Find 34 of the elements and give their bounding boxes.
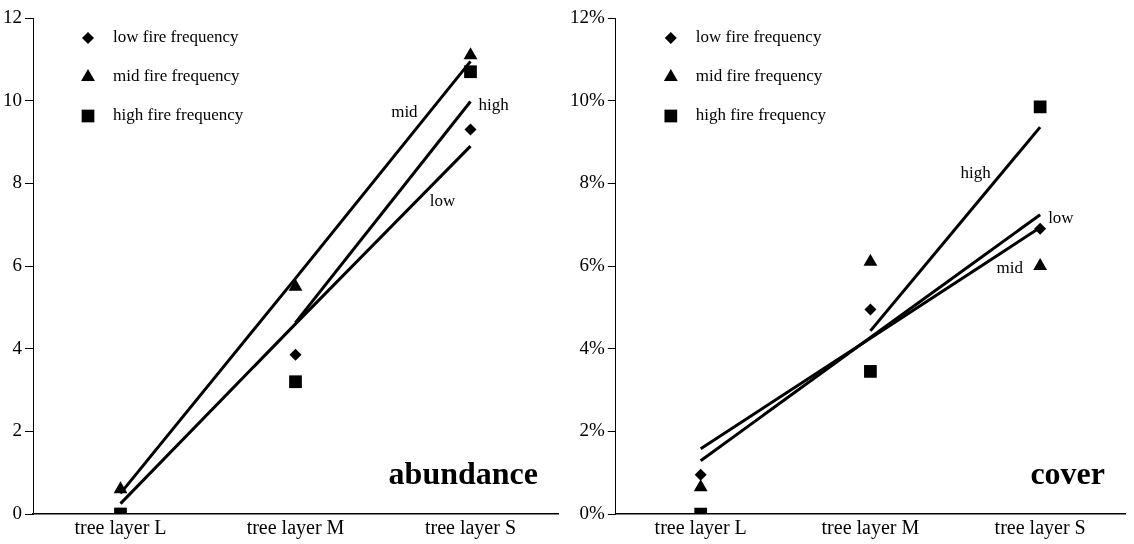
x-tick-label: tree layer M <box>821 516 920 540</box>
y-tick-label: 0 <box>12 501 22 523</box>
x-tick-label: tree layer S <box>424 516 517 540</box>
series-label: low <box>429 191 456 211</box>
series-label: high <box>478 94 510 114</box>
x-tick-label: tree layer M <box>246 516 345 540</box>
legend-label: high fire frequency <box>113 105 244 125</box>
series-label: low <box>1048 208 1075 228</box>
series-label: mid <box>391 101 419 121</box>
y-tick-label: 4 <box>12 336 23 358</box>
y-tick-label: 10 <box>3 88 22 110</box>
x-tick-label: tree layer S <box>994 516 1086 540</box>
legend-label: high fire frequency <box>695 105 827 125</box>
y-tick-label: 6 <box>12 253 22 275</box>
y-tick-label: 0% <box>579 501 605 523</box>
text: abundance <box>388 455 538 492</box>
x-tick-label: tree layer L <box>654 516 747 540</box>
y-tick-label: 6% <box>579 253 605 275</box>
y-tick-label: 8 <box>12 171 22 193</box>
y-tick-label: 2 <box>12 419 22 441</box>
series-label: high <box>960 163 992 183</box>
y-tick-label: 4% <box>579 336 605 358</box>
series-label: mid <box>996 258 1024 278</box>
legend-label: mid fire frequency <box>695 66 823 86</box>
legend-label: mid fire frequency <box>113 66 240 86</box>
legend-label: low fire frequency <box>695 27 822 47</box>
legend-label: low fire frequency <box>113 27 240 47</box>
y-tick-label: 10% <box>570 88 605 110</box>
y-tick-label: 12% <box>570 5 605 27</box>
y-tick-label: 12 <box>3 5 22 27</box>
x-tick-label: tree layer L <box>74 516 167 540</box>
y-tick-label: 8% <box>579 171 605 193</box>
y-tick-label: 2% <box>579 419 605 441</box>
text: cover <box>1030 455 1105 492</box>
